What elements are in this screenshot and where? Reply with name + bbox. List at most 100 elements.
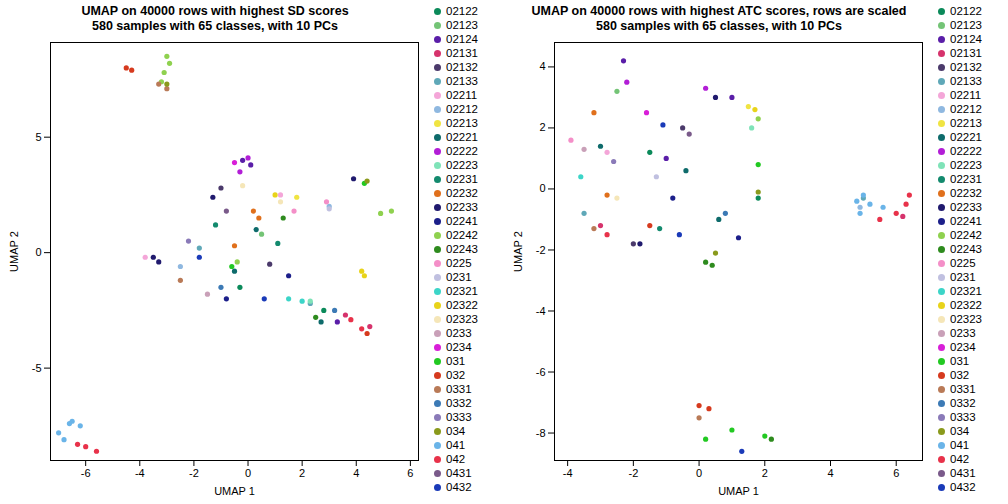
html-text:02213: 02213	[950, 117, 982, 129]
svg-text:-4: -4	[563, 467, 573, 479]
html-text:02223: 02223	[446, 159, 478, 171]
html-text:034: 034	[950, 425, 970, 437]
html-text:02124: 02124	[446, 33, 478, 45]
svg-text:-4: -4	[536, 305, 546, 317]
svg-text:0: 0	[35, 246, 41, 258]
html-text:0234: 0234	[950, 341, 976, 353]
svg-text:-2: -2	[628, 467, 638, 479]
html-text:0331: 0331	[446, 383, 472, 395]
html-text:0431: 0431	[950, 467, 976, 479]
html-text:0331: 0331	[950, 383, 976, 395]
svg-text:2: 2	[762, 467, 768, 479]
html-text:02221: 02221	[950, 131, 982, 143]
html-text:0234: 0234	[446, 341, 472, 353]
html-text:02231: 02231	[950, 173, 982, 185]
svg-text:2: 2	[299, 467, 305, 479]
svg-text:-2: -2	[536, 243, 546, 255]
html-text:02232: 02232	[950, 187, 982, 199]
svg-text:-6: -6	[536, 366, 546, 378]
svg-text:6: 6	[893, 467, 899, 479]
html-text:0333: 0333	[950, 411, 976, 423]
html-text:02242: 02242	[950, 229, 982, 241]
html-text:02222: 02222	[446, 145, 478, 157]
html-text:034: 034	[446, 425, 466, 437]
html-text:580 samples with 65 classes, w: 580 samples with 65 classes, with 10 PCs	[596, 19, 842, 33]
html-text:02323: 02323	[950, 313, 982, 325]
html-text:0233: 0233	[950, 327, 976, 339]
svg-text:UMAP 1: UMAP 1	[214, 485, 255, 497]
html-text:031: 031	[446, 355, 466, 367]
html-text:02133: 02133	[446, 75, 478, 87]
svg-text:5: 5	[35, 131, 41, 143]
html-text:UMAP on 40000 rows with highes: UMAP on 40000 rows with highest SD score…	[81, 4, 349, 18]
html-text:0231: 0231	[446, 271, 472, 283]
svg-text:UMAP 2: UMAP 2	[8, 231, 20, 272]
svg-text:UMAP 1: UMAP 1	[718, 485, 759, 497]
html-text:0432: 0432	[446, 481, 472, 493]
html-text:02323: 02323	[446, 313, 478, 325]
html-text:02133: 02133	[950, 75, 982, 87]
html-text:02222: 02222	[950, 145, 982, 157]
svg-text:4: 4	[827, 467, 833, 479]
svg-text:2: 2	[539, 121, 545, 133]
html-text:02241: 02241	[950, 215, 982, 227]
html-text:02122: 02122	[950, 5, 982, 17]
html-text:02213: 02213	[446, 117, 478, 129]
html-text:02223: 02223	[950, 159, 982, 171]
html-text:02132: 02132	[446, 61, 478, 73]
html-text:02131: 02131	[950, 47, 982, 59]
html-text:0233: 0233	[446, 327, 472, 339]
html-text:02123: 02123	[950, 19, 982, 31]
svg-text:-4: -4	[135, 467, 145, 479]
svg-text:-8: -8	[536, 427, 546, 439]
html-text:0332: 0332	[950, 397, 976, 409]
html-text:0225: 0225	[950, 257, 976, 269]
html-text:02232: 02232	[446, 187, 478, 199]
html-text:02233: 02233	[446, 201, 478, 213]
html-text:02322: 02322	[950, 299, 982, 311]
html-text:02124: 02124	[950, 33, 982, 45]
html-text:02123: 02123	[446, 19, 478, 31]
html-text:032: 032	[950, 369, 970, 381]
html-text:041: 041	[446, 439, 466, 451]
html-text:02212: 02212	[950, 103, 982, 115]
html-text:02233: 02233	[950, 201, 982, 213]
svg-text:0: 0	[539, 182, 545, 194]
html-text:042: 042	[446, 453, 466, 465]
svg-text:0: 0	[696, 467, 702, 479]
svg-text:UMAP 2: UMAP 2	[512, 231, 524, 272]
html-text:UMAP on 40000 rows with highes: UMAP on 40000 rows with highest ATC scor…	[531, 4, 907, 18]
html-text:0431: 0431	[446, 467, 472, 479]
svg-text:4: 4	[353, 467, 359, 479]
html-text:580 samples with 65 classes, w: 580 samples with 65 classes, with 10 PCs	[92, 19, 338, 33]
html-text:02322: 02322	[446, 299, 478, 311]
svg-text:6: 6	[407, 467, 413, 479]
html-text:02321: 02321	[446, 285, 478, 297]
html-text:02231: 02231	[446, 173, 478, 185]
html-text:042: 042	[950, 453, 970, 465]
html-text:02122: 02122	[446, 5, 478, 17]
html-text:02212: 02212	[446, 103, 478, 115]
html-text:032: 032	[446, 369, 466, 381]
html-text:031: 031	[950, 355, 970, 367]
html-text:041: 041	[950, 439, 970, 451]
html-text:02243: 02243	[446, 243, 478, 255]
svg-text:-5: -5	[32, 362, 42, 374]
svg-text:4: 4	[539, 60, 545, 72]
html-text:0333: 0333	[446, 411, 472, 423]
html-text:0225: 0225	[446, 257, 472, 269]
svg-text:-6: -6	[81, 467, 91, 479]
html-text:02241: 02241	[446, 215, 478, 227]
html-text:02211: 02211	[950, 89, 982, 101]
html-text:02211: 02211	[446, 89, 478, 101]
html-text:0332: 0332	[446, 397, 472, 409]
html-text:02131: 02131	[446, 47, 478, 59]
html-text:02321: 02321	[950, 285, 982, 297]
html-text:0231: 0231	[950, 271, 976, 283]
html-text:02243: 02243	[950, 243, 982, 255]
html-text:02221: 02221	[446, 131, 478, 143]
svg-text:-2: -2	[189, 467, 199, 479]
html-text:02242: 02242	[446, 229, 478, 241]
svg-text:0: 0	[245, 467, 251, 479]
html-text:02132: 02132	[950, 61, 982, 73]
